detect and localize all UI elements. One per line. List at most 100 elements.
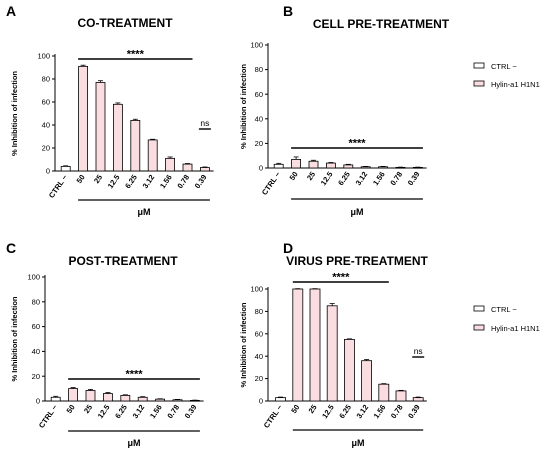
x-tick-label: 6.25 (337, 403, 353, 420)
x-tick-label: 1.56 (148, 403, 164, 420)
bar (78, 65, 88, 172)
bar (291, 158, 302, 169)
y-tick-label: 80 (42, 75, 50, 84)
x-tick-label: 3.12 (354, 403, 370, 420)
bar (275, 397, 287, 402)
y-tick-label: 20 (42, 144, 50, 153)
bar (95, 82, 106, 172)
bar (137, 396, 148, 402)
y-tick-label: 100 (27, 273, 40, 282)
bar (50, 396, 61, 402)
y-axis-label: % Inhibition of infection (239, 302, 248, 387)
y-axis-label: % Inhibition of infection (239, 64, 248, 149)
bar (343, 164, 354, 169)
x-tick-label: CTRL − (47, 172, 70, 199)
x-tick-label: 25 (82, 403, 94, 415)
y-tick-label: 20 (255, 139, 263, 148)
legend-swatch-hylin (473, 324, 485, 331)
significance-label: ns (200, 118, 209, 128)
significance-label: **** (332, 272, 350, 284)
y-tick-label: 80 (255, 65, 263, 74)
x-tick-label: 50 (288, 170, 300, 182)
y-tick-label: 0 (259, 397, 263, 406)
x-tick-label: 1.56 (372, 403, 388, 420)
y-tick-label: 60 (42, 98, 50, 107)
y-tick-label: 0 (36, 397, 40, 406)
x-tick-label: 0.39 (193, 173, 209, 190)
bar (60, 165, 71, 172)
x-axis-unit: μM (137, 207, 150, 217)
x-tick-label: 0.39 (406, 170, 422, 187)
panel-letter: A (6, 3, 16, 19)
x-tick-label: 0.78 (389, 403, 405, 420)
x-tick-label: 1.56 (371, 170, 387, 187)
legend-swatch-ctrl (473, 305, 485, 312)
x-tick-label: 12.5 (106, 173, 122, 190)
bar (292, 288, 304, 402)
x-tick-label: 50 (289, 403, 301, 415)
x-tick-label: 0.39 (183, 403, 199, 420)
significance-label: ns (414, 346, 423, 356)
y-tick-label: 60 (32, 322, 40, 331)
bar (412, 397, 424, 402)
bar (378, 383, 390, 402)
y-axis-label: % Inhibition of infection (10, 296, 19, 381)
legend-swatch-ctrl (473, 62, 485, 69)
panel-a: A CO-TREATMENT % Inhibition of infection 0 2… (6, 3, 214, 217)
y-tick-label: 80 (32, 297, 40, 306)
x-axis-unit: μM (351, 438, 364, 448)
x-tick-label: 25 (92, 173, 104, 185)
bar (360, 166, 371, 169)
bar (113, 103, 123, 172)
significance-label: **** (348, 138, 366, 150)
x-tick-label: 6.25 (336, 170, 352, 187)
x-tick-label: CTRL − (262, 402, 285, 429)
bar (85, 390, 96, 402)
bar (103, 393, 113, 402)
significance-label: **** (125, 369, 143, 381)
bar (378, 166, 389, 169)
x-tick-label: 0.78 (175, 173, 191, 190)
x-tick-label: CTRL − (260, 169, 283, 196)
x-tick-label: 25 (305, 170, 317, 182)
panel-title: CO-TREATMENT (77, 16, 173, 30)
bar (325, 162, 336, 169)
y-tick-label: 80 (255, 307, 263, 316)
bar (120, 395, 131, 402)
bar (395, 390, 407, 402)
y-axis-label: % Inhibition of infection (10, 71, 19, 156)
x-tick-label: 3.12 (354, 170, 370, 187)
y-tick-label: 40 (42, 121, 50, 130)
bar (309, 288, 321, 402)
y-tick-label: 60 (255, 329, 263, 338)
legend-bottom: CTRL − Hylin-a1 H1N1 (473, 305, 540, 333)
panel-letter: D (283, 240, 293, 256)
y-tick-label: 20 (255, 374, 263, 383)
legend-top: CTRL − Hylin-a1 H1N1 (473, 62, 540, 89)
x-tick-label: 0.78 (165, 403, 181, 420)
x-axis-unit: μM (350, 207, 363, 217)
panel-title: CELL PRE-TREATMENT (313, 17, 450, 31)
bar (308, 160, 319, 169)
bar (273, 163, 284, 169)
x-tick-label: 12.5 (96, 403, 112, 420)
x-tick-label: 50 (75, 173, 87, 185)
significance-label: **** (127, 49, 145, 61)
y-tick-label: 40 (255, 352, 263, 361)
x-tick-label: 3.12 (131, 403, 147, 420)
legend-label-ctrl: CTRL − (491, 305, 517, 314)
panel-title: POST-TREATMENT (68, 254, 178, 268)
panel-letter: B (283, 3, 293, 19)
bar (172, 399, 183, 402)
bar (165, 157, 176, 172)
bar (68, 388, 78, 402)
bar (343, 338, 355, 402)
y-tick-label: 0 (46, 167, 50, 176)
bar (147, 139, 158, 172)
x-tick-label: 6.25 (123, 173, 139, 190)
y-tick-label: 40 (32, 347, 40, 356)
legend-swatch-hylin (473, 80, 485, 87)
bar (326, 305, 338, 402)
